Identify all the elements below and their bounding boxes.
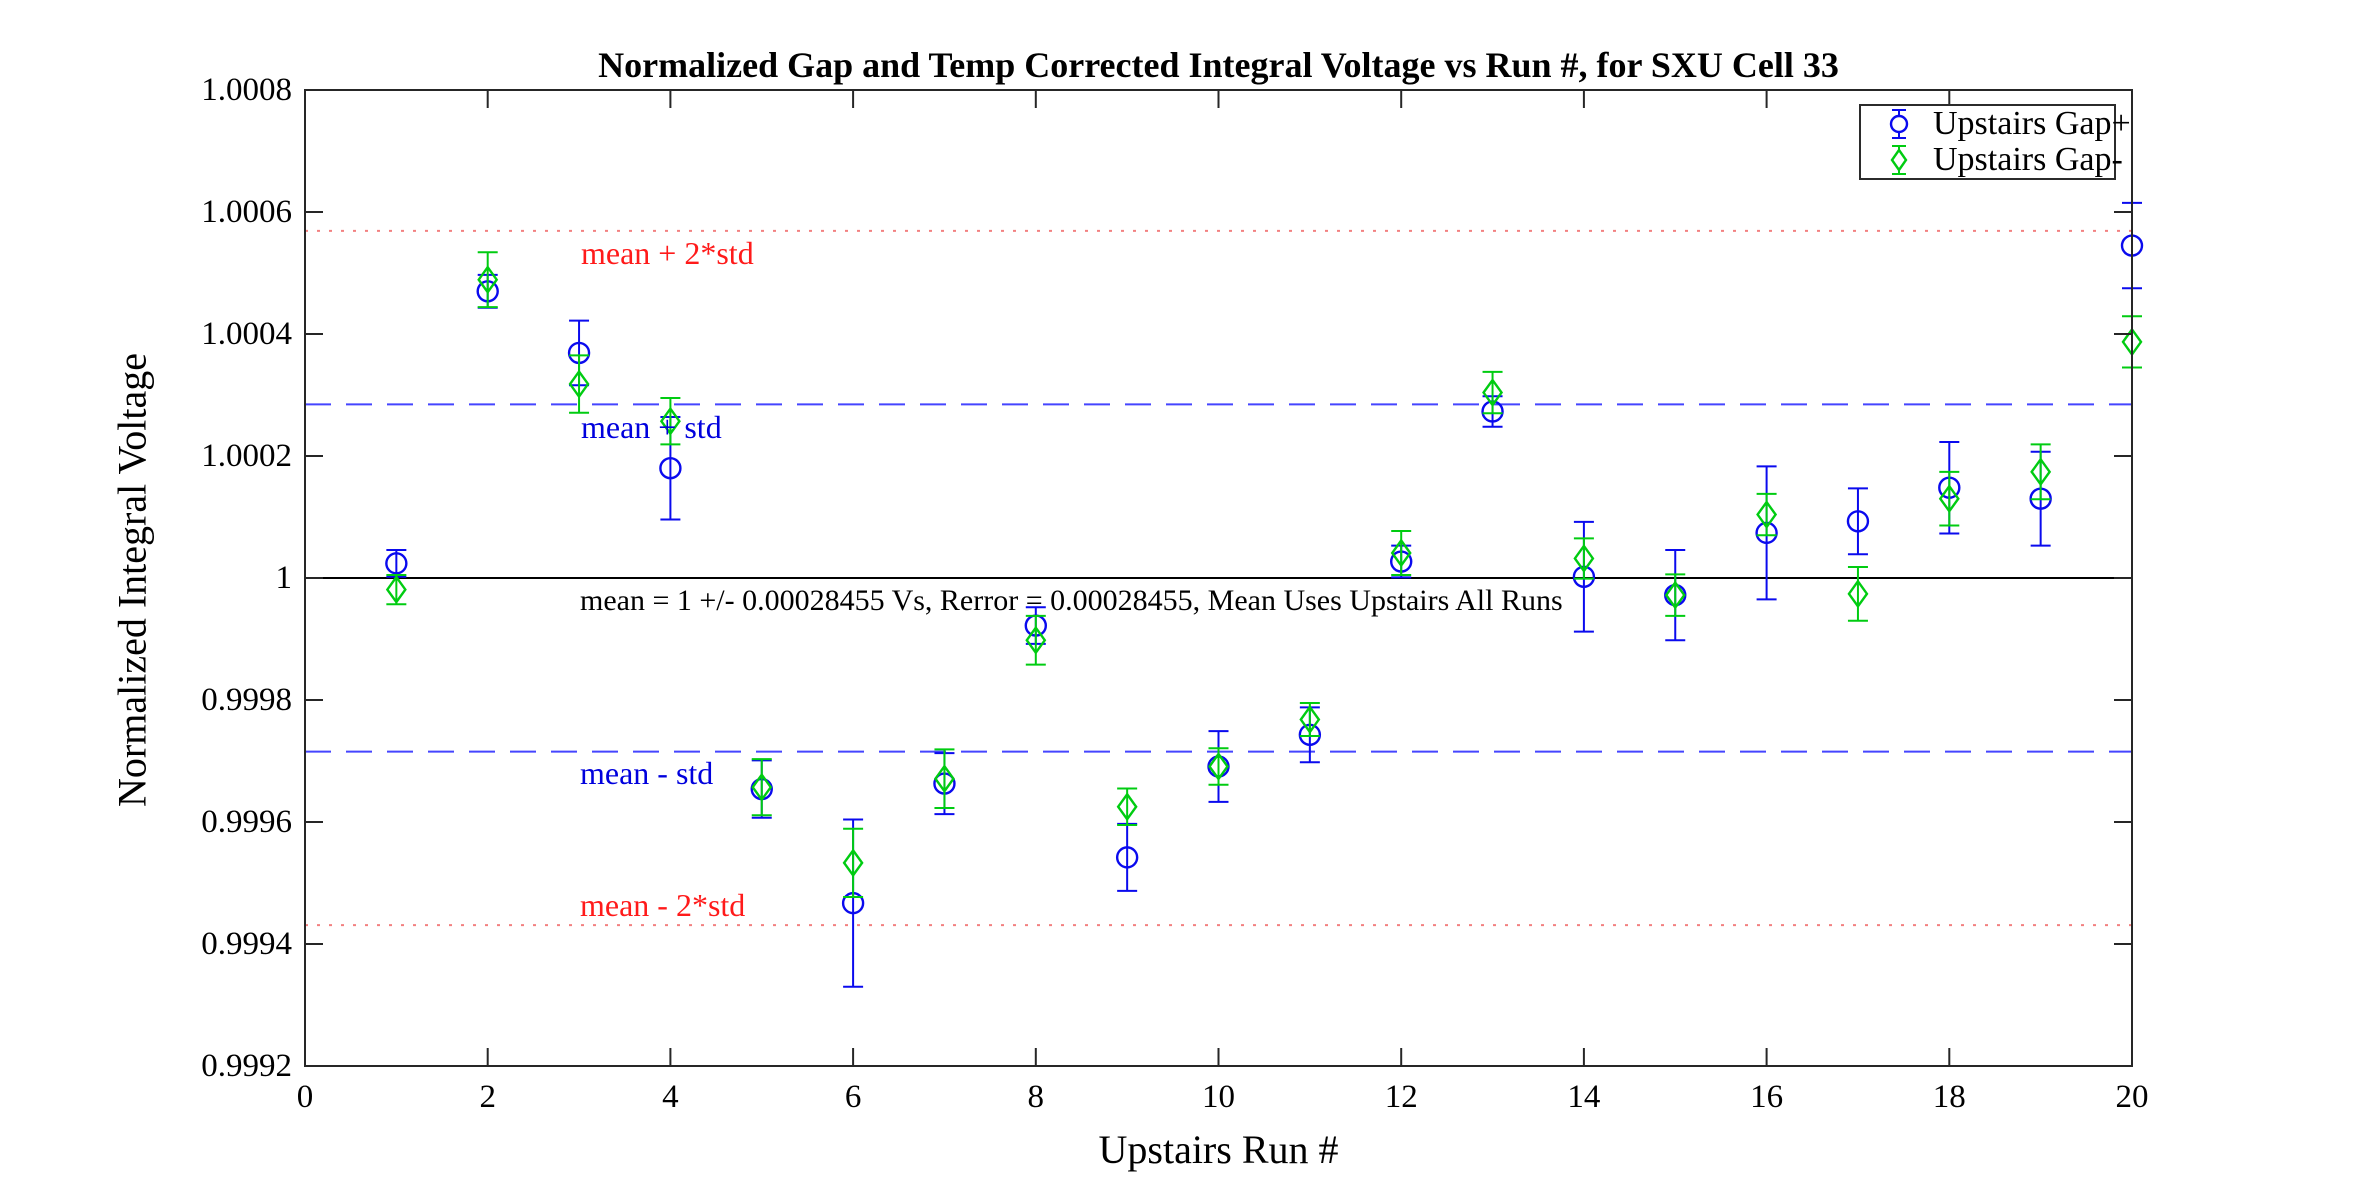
legend-item-gap-minus: Upstairs Gap- <box>1861 142 2123 178</box>
mean-annotation: mean = 1 +/- 0.00028455 Vs, Rerror = 0.0… <box>580 584 1563 617</box>
x-tick-label: 0 <box>296 1079 314 1115</box>
data-point-marker <box>1025 625 1047 655</box>
x-tick-label: 10 <box>1202 1079 1235 1115</box>
legend-box: Upstairs Gap+ Upstairs Gap- <box>1859 104 2131 180</box>
x-tick-label: 14 <box>1567 1079 1601 1115</box>
y-tick-label: 1.0008 <box>201 72 292 108</box>
data-point-marker <box>933 764 955 794</box>
x-tick-label: 20 <box>2115 1079 2149 1115</box>
x-tick-label: 16 <box>1750 1079 1784 1115</box>
data-point-marker <box>385 552 408 575</box>
legend-label-gap-minus: Upstairs Gap- <box>1933 141 2123 178</box>
y-tick-label: 1 <box>275 560 293 596</box>
ref-line-label-mean-minus-2std: mean - 2*std <box>580 887 746 923</box>
x-tick-label: 4 <box>662 1079 679 1115</box>
data-point-marker <box>385 575 407 605</box>
data-point-marker <box>1573 543 1595 574</box>
x-tick-label: 12 <box>1384 1079 1418 1115</box>
x-tick-label: 8 <box>1027 1079 1045 1115</box>
legend-item-gap-plus: Upstairs Gap+ <box>1861 106 2131 142</box>
plot-title: Normalized Gap and Temp Corrected Integr… <box>598 45 1839 85</box>
data-point-marker <box>1115 846 1139 869</box>
ref-line-label-mean-plus-std: mean + std <box>581 409 722 445</box>
x-tick-label: 18 <box>1932 1079 1966 1115</box>
data-point-marker <box>751 772 773 802</box>
y-tick-label: 0.9996 <box>201 804 292 840</box>
legend-marker-gap-plus-icon <box>1889 109 1909 139</box>
data-point-marker <box>1116 792 1138 822</box>
y-tick-label: 0.9998 <box>201 682 292 718</box>
x-axis-label: Upstairs Run # <box>1098 1127 1339 1172</box>
ref-line-label-mean-plus-2std: mean + 2*std <box>581 235 754 271</box>
legend-label-gap-plus: Upstairs Gap+ <box>1933 105 2131 142</box>
ref-line-label-mean-minus-std: mean - std <box>580 755 714 791</box>
data-point-marker <box>659 457 682 480</box>
data-point-marker <box>659 406 681 436</box>
y-tick-label: 1.0004 <box>201 316 292 352</box>
series-upstairs-gap- <box>385 251 2143 899</box>
data-point-marker <box>477 265 499 295</box>
data-point-marker <box>1756 500 1778 530</box>
data-point-marker <box>1847 579 1869 609</box>
data-point-marker <box>2030 457 2052 487</box>
data-point-marker <box>568 369 590 399</box>
y-tick-label: 1.0002 <box>201 438 292 474</box>
data-point-marker <box>1390 538 1412 568</box>
y-tick-label: 0.9994 <box>201 926 292 962</box>
data-point-marker <box>1664 580 1686 610</box>
data-point-marker <box>1846 510 1870 533</box>
data-point-marker <box>1299 704 1321 735</box>
y-tick-label: 1.0006 <box>201 194 292 230</box>
y-tick-label: 0.9992 <box>201 1048 292 1084</box>
x-tick-label: 2 <box>479 1079 496 1115</box>
legend-marker-gap-minus-icon <box>1890 145 1908 175</box>
x-tick-label: 6 <box>844 1079 862 1115</box>
data-point-marker <box>1482 378 1504 408</box>
data-point-marker <box>842 848 864 878</box>
data-point-marker <box>1208 751 1229 782</box>
data-point-marker <box>1938 484 1960 514</box>
